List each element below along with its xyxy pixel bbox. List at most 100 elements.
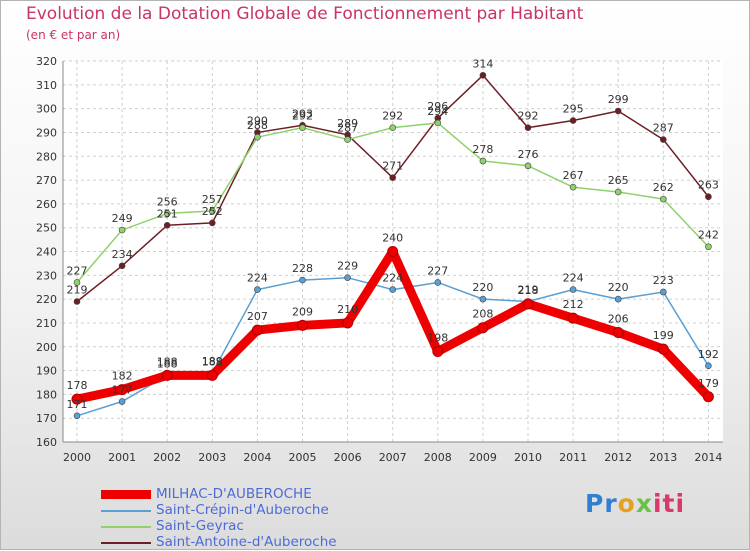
data-label-2: 256 — [157, 195, 178, 208]
series-point-0 — [477, 322, 489, 334]
legend-swatch-saint-antoine — [101, 542, 151, 544]
data-label-2: 278 — [472, 143, 493, 156]
y-tick-label: 230 — [36, 269, 57, 282]
data-label-1: 177 — [112, 384, 133, 397]
series-point-3 — [569, 117, 577, 124]
series-point-1 — [479, 295, 487, 303]
data-label-2: 249 — [112, 212, 133, 225]
data-label-0: 240 — [382, 232, 403, 245]
data-label-2: 265 — [608, 174, 629, 187]
data-label-0: 178 — [67, 379, 88, 392]
x-tick-label: 2000 — [63, 451, 91, 464]
data-label-1: 220 — [608, 281, 629, 294]
legend-swatch-saint-geyrac — [101, 526, 151, 528]
data-label-1: 229 — [337, 260, 358, 273]
data-label-0: 206 — [608, 312, 629, 325]
data-label-2: 287 — [337, 122, 358, 135]
y-tick-label: 320 — [36, 55, 57, 68]
data-label-0: 199 — [653, 329, 674, 342]
series-point-3 — [389, 174, 397, 181]
x-tick-label: 2005 — [289, 451, 317, 464]
chart-subtitle: (en € et par an) — [26, 28, 121, 42]
series-point-1 — [73, 412, 81, 420]
data-label-1: 192 — [698, 348, 719, 361]
data-label-0: 218 — [518, 284, 539, 297]
series-point-2 — [479, 157, 487, 165]
y-tick-label: 160 — [36, 436, 57, 449]
data-label-2: 288 — [247, 119, 268, 132]
series-point-0 — [297, 319, 308, 331]
data-label-3: 271 — [382, 160, 403, 173]
series-point-3 — [614, 107, 622, 115]
series-point-1 — [659, 288, 667, 296]
series-point-3 — [163, 222, 171, 229]
series-point-3 — [118, 262, 126, 270]
series-point-2 — [254, 133, 261, 141]
series-point-0 — [71, 393, 83, 405]
data-label-1: 224 — [247, 272, 268, 285]
data-label-0: 198 — [427, 332, 448, 345]
logo-part-4: iti — [652, 489, 686, 518]
series-point-0 — [702, 391, 714, 403]
y-tick-label: 190 — [36, 365, 57, 378]
data-label-3: 292 — [518, 110, 539, 123]
data-label-0: 182 — [112, 370, 133, 383]
series-point-0 — [612, 326, 624, 338]
data-label-1: 189 — [202, 355, 223, 368]
series-point-2 — [118, 226, 126, 234]
series-point-2 — [705, 243, 712, 251]
y-tick-label: 240 — [36, 246, 57, 259]
data-label-1: 171 — [67, 398, 88, 411]
data-label-1: 228 — [292, 262, 313, 275]
proxiti-logo: Proxiti — [585, 489, 685, 518]
y-tick-label: 180 — [36, 388, 57, 401]
data-label-1: 224 — [563, 272, 584, 285]
x-tick-label: 2003 — [198, 451, 226, 464]
legend-label-saint-geyrac: Saint-Geyrac — [156, 518, 244, 534]
series-point-1 — [118, 398, 126, 405]
logo-part-1: Pr — [585, 489, 618, 518]
x-tick-label: 2009 — [469, 451, 497, 464]
legend-label-saint-antoine: Saint-Antoine-d'Auberoche — [156, 534, 337, 550]
series-point-0 — [251, 324, 263, 336]
series-point-0 — [387, 246, 399, 257]
data-label-2: 292 — [382, 110, 403, 123]
series-point-3 — [524, 124, 532, 131]
data-label-1: 219 — [518, 284, 539, 297]
x-tick-label: 2014 — [694, 451, 722, 464]
series-point-1 — [614, 295, 622, 303]
series-point-1 — [344, 274, 351, 281]
legend-swatch-milhac — [101, 490, 151, 499]
series-point-1 — [299, 276, 306, 284]
series-point-2 — [569, 183, 577, 191]
y-tick-label: 300 — [36, 103, 57, 116]
y-tick-label: 260 — [36, 198, 57, 211]
data-label-2: 242 — [698, 229, 719, 242]
data-label-1: 223 — [653, 274, 674, 287]
y-tick-label: 200 — [36, 341, 57, 354]
data-label-3: 252 — [202, 205, 223, 218]
series-point-1 — [705, 362, 712, 370]
data-label-2: 262 — [653, 181, 674, 194]
x-tick-label: 2010 — [514, 451, 542, 464]
y-tick-label: 220 — [36, 293, 57, 306]
series-point-0 — [657, 343, 669, 355]
data-label-2: 267 — [563, 169, 584, 182]
chart-title: Evolution de la Dotation Globale de Fonc… — [26, 4, 584, 24]
data-label-0: 179 — [698, 377, 719, 390]
logo-part-2: o — [617, 489, 636, 518]
legend-swatch-saint-crepin — [101, 510, 151, 512]
data-label-2: 257 — [202, 193, 223, 206]
data-label-0: 210 — [337, 303, 358, 316]
data-label-1: 227 — [427, 264, 448, 277]
series-point-1 — [569, 286, 577, 293]
data-label-3: 290 — [247, 114, 268, 127]
series-point-2 — [163, 210, 171, 217]
series-point-3 — [209, 219, 216, 227]
data-label-0: 188 — [157, 355, 178, 368]
x-tick-label: 2002 — [153, 451, 181, 464]
series-point-2 — [209, 207, 216, 215]
series-point-0 — [206, 369, 218, 381]
legend-label-saint-crepin: Saint-Crépin-d'Auberoche — [156, 502, 329, 518]
